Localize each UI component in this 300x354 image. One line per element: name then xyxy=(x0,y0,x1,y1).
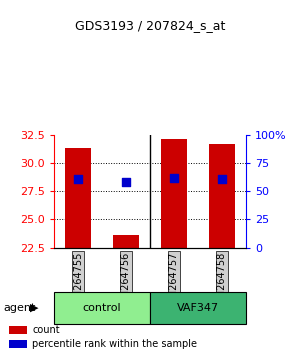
FancyBboxPatch shape xyxy=(150,292,246,324)
Text: count: count xyxy=(32,325,60,335)
Bar xyxy=(161,139,187,248)
Text: VAF347: VAF347 xyxy=(177,303,219,313)
Text: GDS3193 / 207824_s_at: GDS3193 / 207824_s_at xyxy=(75,19,225,33)
Text: ▶: ▶ xyxy=(30,303,38,313)
Text: percentile rank within the sample: percentile rank within the sample xyxy=(32,339,197,349)
Point xyxy=(124,179,128,185)
Bar xyxy=(9,340,26,348)
FancyBboxPatch shape xyxy=(54,292,150,324)
Bar xyxy=(209,144,235,248)
Point xyxy=(76,176,80,182)
Point xyxy=(172,175,176,181)
Text: GSM264757: GSM264757 xyxy=(169,252,179,312)
Text: control: control xyxy=(83,303,121,313)
Point xyxy=(220,176,224,182)
Text: GSM264758: GSM264758 xyxy=(217,252,227,311)
Bar xyxy=(9,326,26,334)
Text: GSM264755: GSM264755 xyxy=(73,252,83,312)
Text: GSM264756: GSM264756 xyxy=(121,252,131,311)
Bar xyxy=(113,235,139,248)
Text: agent: agent xyxy=(3,303,35,313)
Bar xyxy=(65,148,91,248)
